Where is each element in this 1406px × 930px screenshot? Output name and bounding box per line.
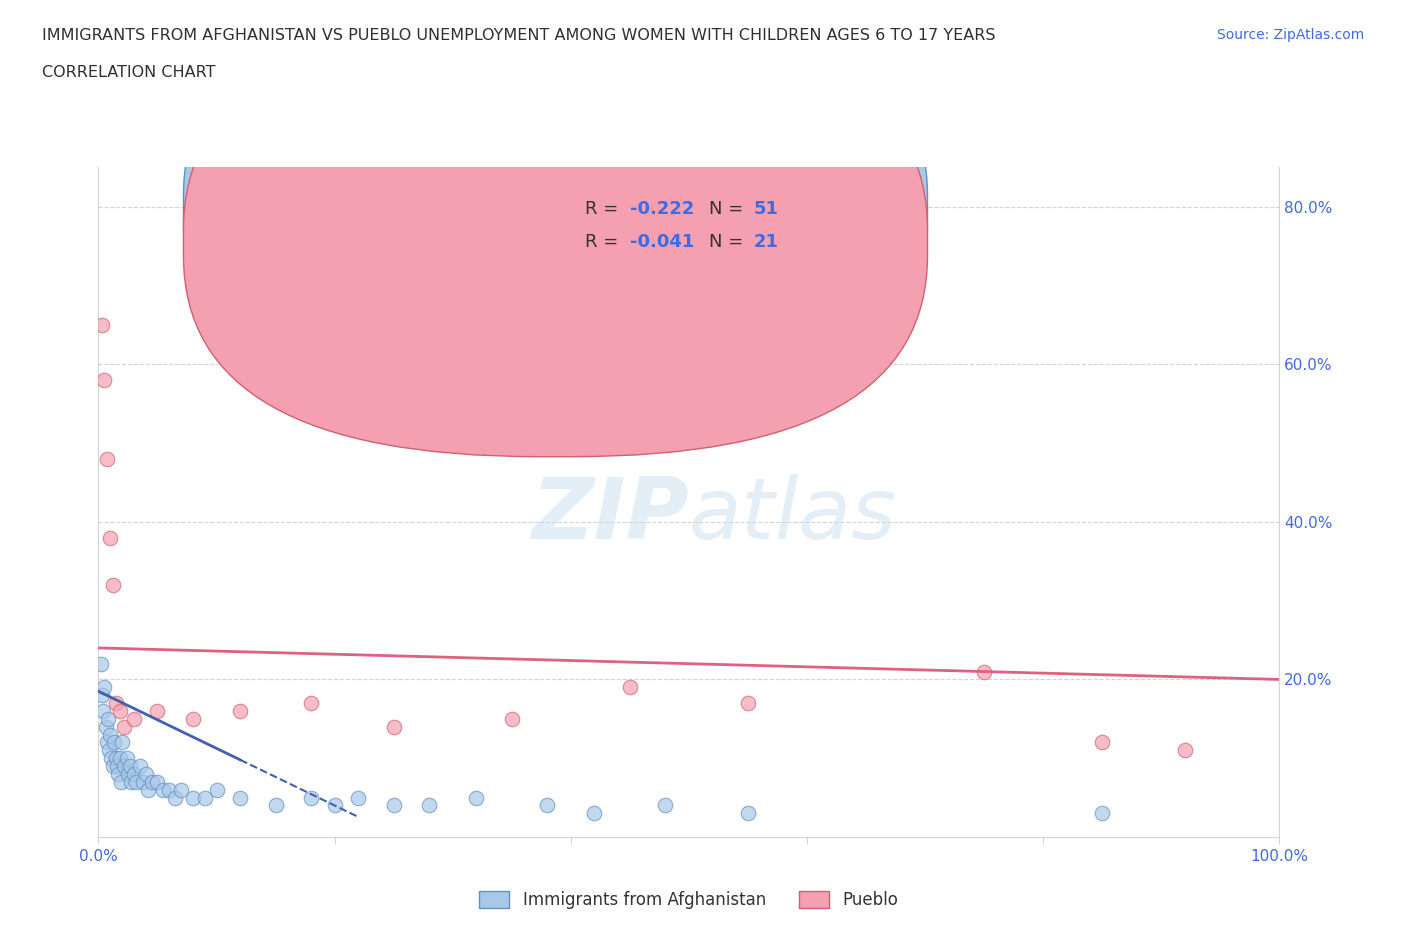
Point xyxy=(536,798,558,813)
Point xyxy=(323,798,346,813)
Point xyxy=(111,735,134,750)
Text: N =: N = xyxy=(709,233,749,251)
Point xyxy=(382,798,405,813)
Point xyxy=(146,775,169,790)
Text: -0.041: -0.041 xyxy=(630,233,695,251)
FancyBboxPatch shape xyxy=(183,0,928,423)
Point xyxy=(1091,735,1114,750)
Text: 21: 21 xyxy=(754,233,779,251)
Text: 51: 51 xyxy=(754,200,779,218)
Text: IMMIGRANTS FROM AFGHANISTAN VS PUEBLO UNEMPLOYMENT AMONG WOMEN WITH CHILDREN AGE: IMMIGRANTS FROM AFGHANISTAN VS PUEBLO UN… xyxy=(42,28,995,43)
Point xyxy=(583,806,606,821)
Point xyxy=(103,735,125,750)
FancyBboxPatch shape xyxy=(183,28,928,457)
Point xyxy=(108,751,131,765)
Point xyxy=(90,657,112,671)
Point xyxy=(141,775,163,790)
Text: Source: ZipAtlas.com: Source: ZipAtlas.com xyxy=(1216,28,1364,42)
Point xyxy=(347,790,370,805)
Point xyxy=(299,790,322,805)
Point xyxy=(1091,806,1114,821)
Point xyxy=(117,766,139,781)
Point xyxy=(105,759,128,774)
Point xyxy=(105,696,128,711)
Point xyxy=(91,688,114,703)
Point xyxy=(128,759,150,774)
Point xyxy=(91,703,114,718)
Point xyxy=(100,751,122,765)
Point xyxy=(157,782,180,797)
Point xyxy=(120,759,142,774)
Point xyxy=(101,578,124,592)
Point xyxy=(91,317,114,332)
Point xyxy=(125,775,148,790)
Point xyxy=(136,782,159,797)
Text: N =: N = xyxy=(709,200,749,218)
Point xyxy=(152,782,174,797)
Text: -0.222: -0.222 xyxy=(630,200,695,218)
Point xyxy=(465,790,488,805)
Text: R =: R = xyxy=(585,233,624,251)
Point xyxy=(101,759,124,774)
Point xyxy=(382,719,405,734)
Point xyxy=(94,719,117,734)
Point xyxy=(737,696,759,711)
Legend: Immigrants from Afghanistan, Pueblo: Immigrants from Afghanistan, Pueblo xyxy=(472,884,905,916)
Point xyxy=(96,451,118,466)
Point xyxy=(299,696,322,711)
Point xyxy=(122,766,145,781)
Point xyxy=(619,680,641,695)
Point xyxy=(115,751,138,765)
Point xyxy=(93,680,115,695)
Point xyxy=(170,782,193,797)
Point xyxy=(194,790,217,805)
Point xyxy=(205,782,228,797)
Point xyxy=(98,530,121,545)
Point xyxy=(107,766,129,781)
Point xyxy=(418,798,440,813)
Point xyxy=(737,806,759,821)
Point xyxy=(181,711,204,726)
Point xyxy=(122,711,145,726)
Text: CORRELATION CHART: CORRELATION CHART xyxy=(42,65,215,80)
FancyBboxPatch shape xyxy=(512,174,866,278)
Point xyxy=(501,711,523,726)
Point xyxy=(97,711,120,726)
Point xyxy=(165,790,187,805)
Point xyxy=(973,664,995,679)
Point xyxy=(132,775,155,790)
Point xyxy=(264,798,287,813)
Point xyxy=(98,727,121,742)
Point xyxy=(105,751,128,765)
Point xyxy=(181,790,204,805)
Point xyxy=(1174,743,1197,758)
Point xyxy=(229,703,252,718)
Point xyxy=(110,775,132,790)
Point xyxy=(146,703,169,718)
Text: atlas: atlas xyxy=(689,474,897,557)
Point xyxy=(654,798,676,813)
Text: R =: R = xyxy=(585,200,624,218)
Text: ZIP: ZIP xyxy=(531,474,689,557)
Point xyxy=(112,719,135,734)
Point xyxy=(93,373,115,388)
Point xyxy=(855,365,877,379)
Point xyxy=(229,790,252,805)
Point xyxy=(112,759,135,774)
Point xyxy=(121,775,143,790)
Point xyxy=(98,743,121,758)
Point xyxy=(135,766,157,781)
Point xyxy=(96,735,118,750)
Point xyxy=(108,703,131,718)
